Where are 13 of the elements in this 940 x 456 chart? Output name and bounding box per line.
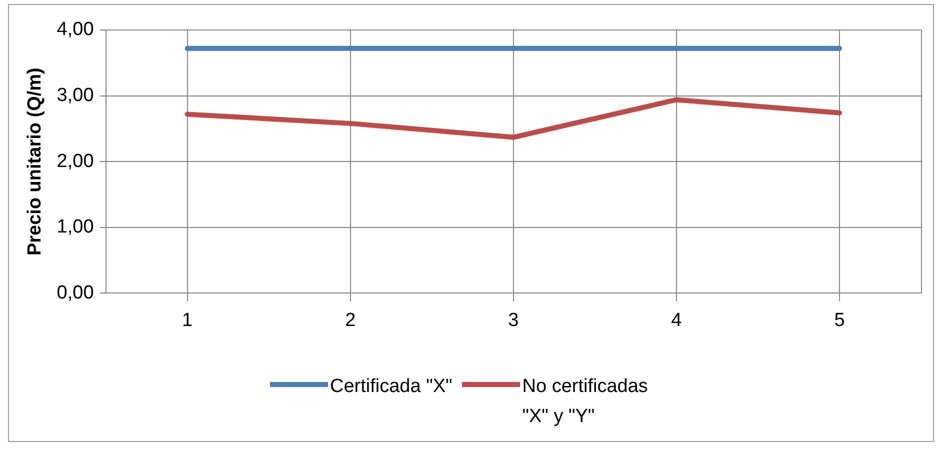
x-tick-label: 4	[671, 310, 682, 331]
x-tick-label: 5	[834, 310, 845, 331]
legend-label: Certificada "X"	[330, 375, 452, 399]
legend-label: No certificadas "X" y "Y"	[522, 375, 649, 429]
y-tick-label: 0,00	[56, 282, 94, 304]
y-tick-label: 3,00	[56, 85, 94, 106]
x-tick-label: 1	[182, 310, 193, 331]
x-tick-label: 2	[345, 310, 356, 331]
y-tick-label: 4,00	[56, 19, 94, 40]
y-axis-title: Precio unitario (Q/m)	[24, 68, 46, 256]
x-tick-label: 3	[508, 310, 519, 331]
y-tick-label: 1,00	[56, 216, 94, 238]
y-tick-label: 2,00	[56, 150, 94, 172]
